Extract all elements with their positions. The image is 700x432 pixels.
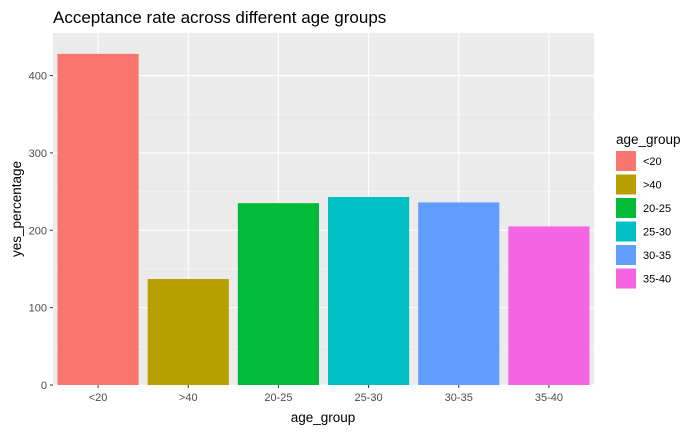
legend-key — [616, 268, 636, 289]
bar — [237, 203, 319, 385]
legend-label: 30-35 — [643, 250, 671, 262]
legend-label: >40 — [643, 180, 662, 192]
y-axis-ticks: 0 100 200 300 400 — [29, 71, 53, 392]
x-tick-label: >40 — [179, 392, 198, 404]
legend-label: 20-25 — [643, 203, 671, 215]
legend-label: 35-40 — [643, 274, 671, 286]
bar — [57, 53, 139, 386]
bars — [57, 53, 590, 386]
legend: age_group <20 >40 20-25 25-30 30-35 35-40 — [616, 132, 681, 289]
x-tick-label: 30-35 — [445, 392, 473, 404]
x-tick-label: 25-30 — [355, 392, 383, 404]
x-tick-label: <20 — [89, 392, 108, 404]
chart-title: Acceptance rate across different age gro… — [53, 8, 386, 27]
bar — [328, 197, 410, 385]
bar — [418, 202, 500, 385]
y-tick-label: 300 — [29, 148, 47, 160]
y-tick-label: 200 — [29, 225, 47, 237]
legend-key — [616, 221, 636, 242]
x-tick-label: 35-40 — [535, 392, 563, 404]
y-tick-label: 0 — [41, 380, 47, 392]
minor-gridlines — [53, 36, 594, 347]
x-tick-label: 20-25 — [264, 392, 292, 404]
y-tick-label: 100 — [29, 303, 47, 315]
legend-key — [616, 245, 636, 265]
x-axis-ticks: <20 >40 20-25 25-30 30-35 35-40 — [89, 385, 563, 404]
legend-key — [616, 174, 636, 195]
y-tick-label: 400 — [29, 71, 47, 83]
legend-label: 25-30 — [643, 227, 671, 239]
legend-items: <20 >40 20-25 25-30 30-35 35-40 — [616, 151, 671, 289]
bar — [147, 279, 229, 385]
y-axis-title: yes_percentage — [9, 161, 24, 257]
plot-panel — [53, 33, 594, 385]
bar — [508, 226, 590, 385]
legend-key — [616, 198, 636, 218]
legend-label: <20 — [643, 156, 662, 168]
x-axis-title: age_group — [291, 410, 356, 425]
legend-title: age_group — [616, 132, 681, 147]
legend-key — [616, 151, 636, 171]
